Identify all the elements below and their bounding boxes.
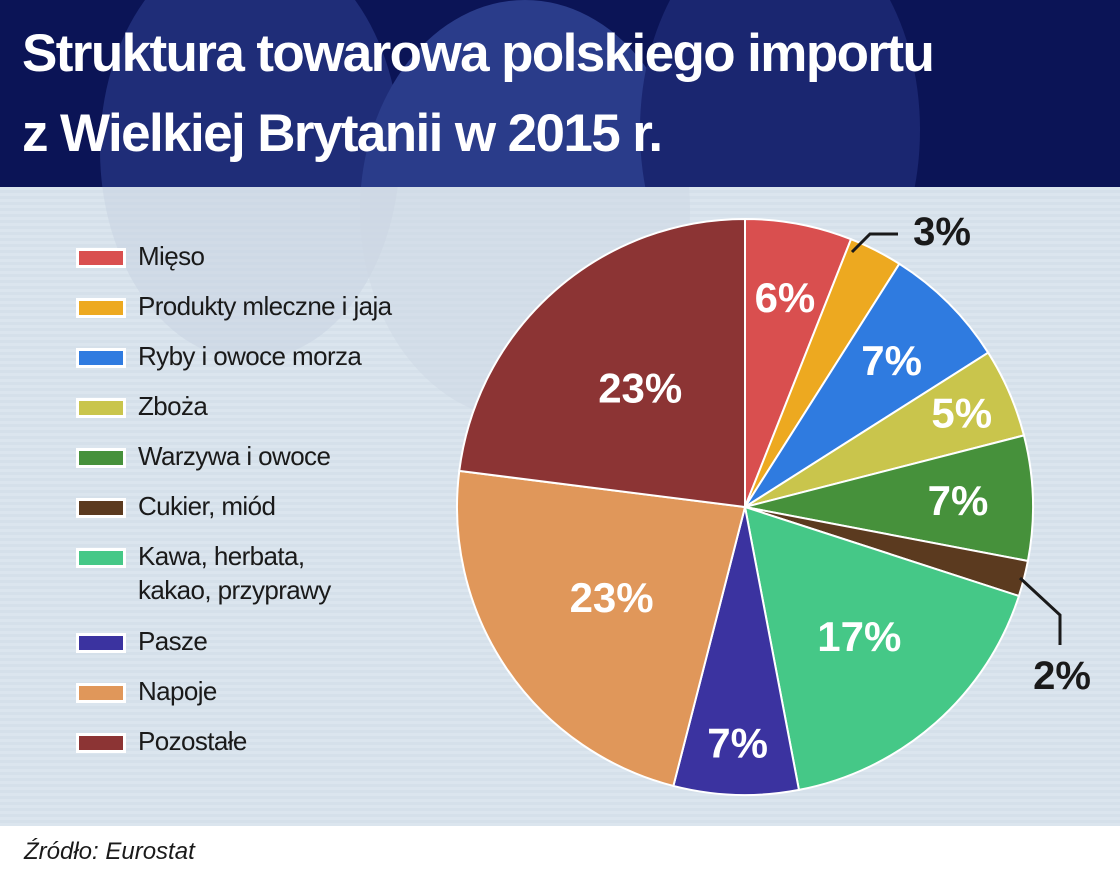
legend-swatch <box>76 733 126 753</box>
data-label: 7% <box>861 337 922 384</box>
legend-label: Pasze <box>138 626 208 656</box>
legend-swatch <box>76 683 126 703</box>
legend-swatch <box>76 548 126 568</box>
data-label: 3% <box>913 210 971 254</box>
legend-item: Ryby i owoce morza <box>76 339 362 373</box>
pie-slice <box>456 469 747 788</box>
legend-label: Napoje <box>138 676 217 706</box>
pie-slice <box>672 506 801 796</box>
legend-swatch <box>76 398 126 418</box>
legend-item: Mięso <box>76 239 205 273</box>
data-label: 23% <box>598 365 682 412</box>
legend-label: Kawa, herbata, kakao, przyprawy <box>138 539 331 607</box>
data-label: 7% <box>707 720 768 767</box>
legend-item: Warzywa i owoce <box>76 439 331 473</box>
legend-label: Ryby i owoce morza <box>138 341 362 371</box>
pie-slice <box>743 505 1021 792</box>
decorative-circle <box>640 0 920 187</box>
source-note: Źródło: Eurostat <box>24 838 195 865</box>
data-label: 17% <box>817 613 901 660</box>
pie-slice <box>458 217 746 509</box>
legend-swatch <box>76 298 126 318</box>
legend-swatch <box>76 633 126 653</box>
legend-item: Zboża <box>76 389 208 423</box>
legend-item: Pasze <box>76 624 208 658</box>
legend-item: Kawa, herbata, kakao, przyprawy <box>76 539 331 607</box>
data-label: 5% <box>931 390 992 437</box>
decorative-circle <box>100 0 400 187</box>
legend-label-line: kakao, przyprawy <box>138 575 331 605</box>
header: Struktura towarowa polskiego importu z W… <box>0 0 1120 187</box>
data-label: 2% <box>1033 654 1091 698</box>
legend-label-line: Kawa, herbata, <box>138 541 305 571</box>
legend-item: Cukier, miód <box>76 489 276 523</box>
leader-line <box>1018 576 1062 645</box>
data-label: 7% <box>928 477 989 524</box>
chart-title: Struktura towarowa polskiego importu z W… <box>22 14 935 174</box>
legend-item: Napoje <box>76 674 217 708</box>
pie-slice <box>744 434 1034 563</box>
legend-label: Cukier, miód <box>138 491 276 521</box>
legend-label: Produkty mleczne i jaja <box>138 291 392 321</box>
legend-label: Pozostałe <box>138 726 247 756</box>
legend-item: Produkty mleczne i jaja <box>76 289 392 323</box>
footer: Źródło: Eurostat <box>0 826 1120 880</box>
leader-line <box>850 232 898 254</box>
legend-swatch <box>76 348 126 368</box>
legend-swatch <box>76 248 126 268</box>
legend-swatch <box>76 498 126 518</box>
legend-label: Warzywa i owoce <box>138 441 331 471</box>
legend-label: Mięso <box>138 241 205 271</box>
legend-item: Pozostałe <box>76 724 247 758</box>
data-label: 23% <box>570 574 654 621</box>
data-label: 6% <box>755 274 816 321</box>
legend-label: Zboża <box>138 391 208 421</box>
title-line-2: z Wielkiej Brytanii w 2015 r. <box>22 104 663 163</box>
title-line-1: Struktura towarowa polskiego importu <box>22 24 935 83</box>
legend-swatch <box>76 448 126 468</box>
pie-slice <box>744 262 990 508</box>
